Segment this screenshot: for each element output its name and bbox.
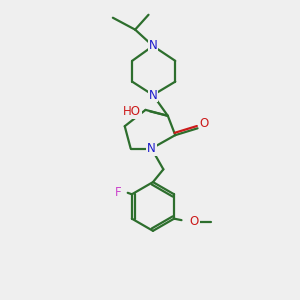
Text: N: N <box>147 142 156 155</box>
Text: N: N <box>148 88 157 101</box>
Text: HO: HO <box>123 105 141 118</box>
Text: O: O <box>200 117 209 130</box>
Text: F: F <box>115 186 121 199</box>
Text: N: N <box>148 40 157 52</box>
Text: O: O <box>190 215 199 228</box>
